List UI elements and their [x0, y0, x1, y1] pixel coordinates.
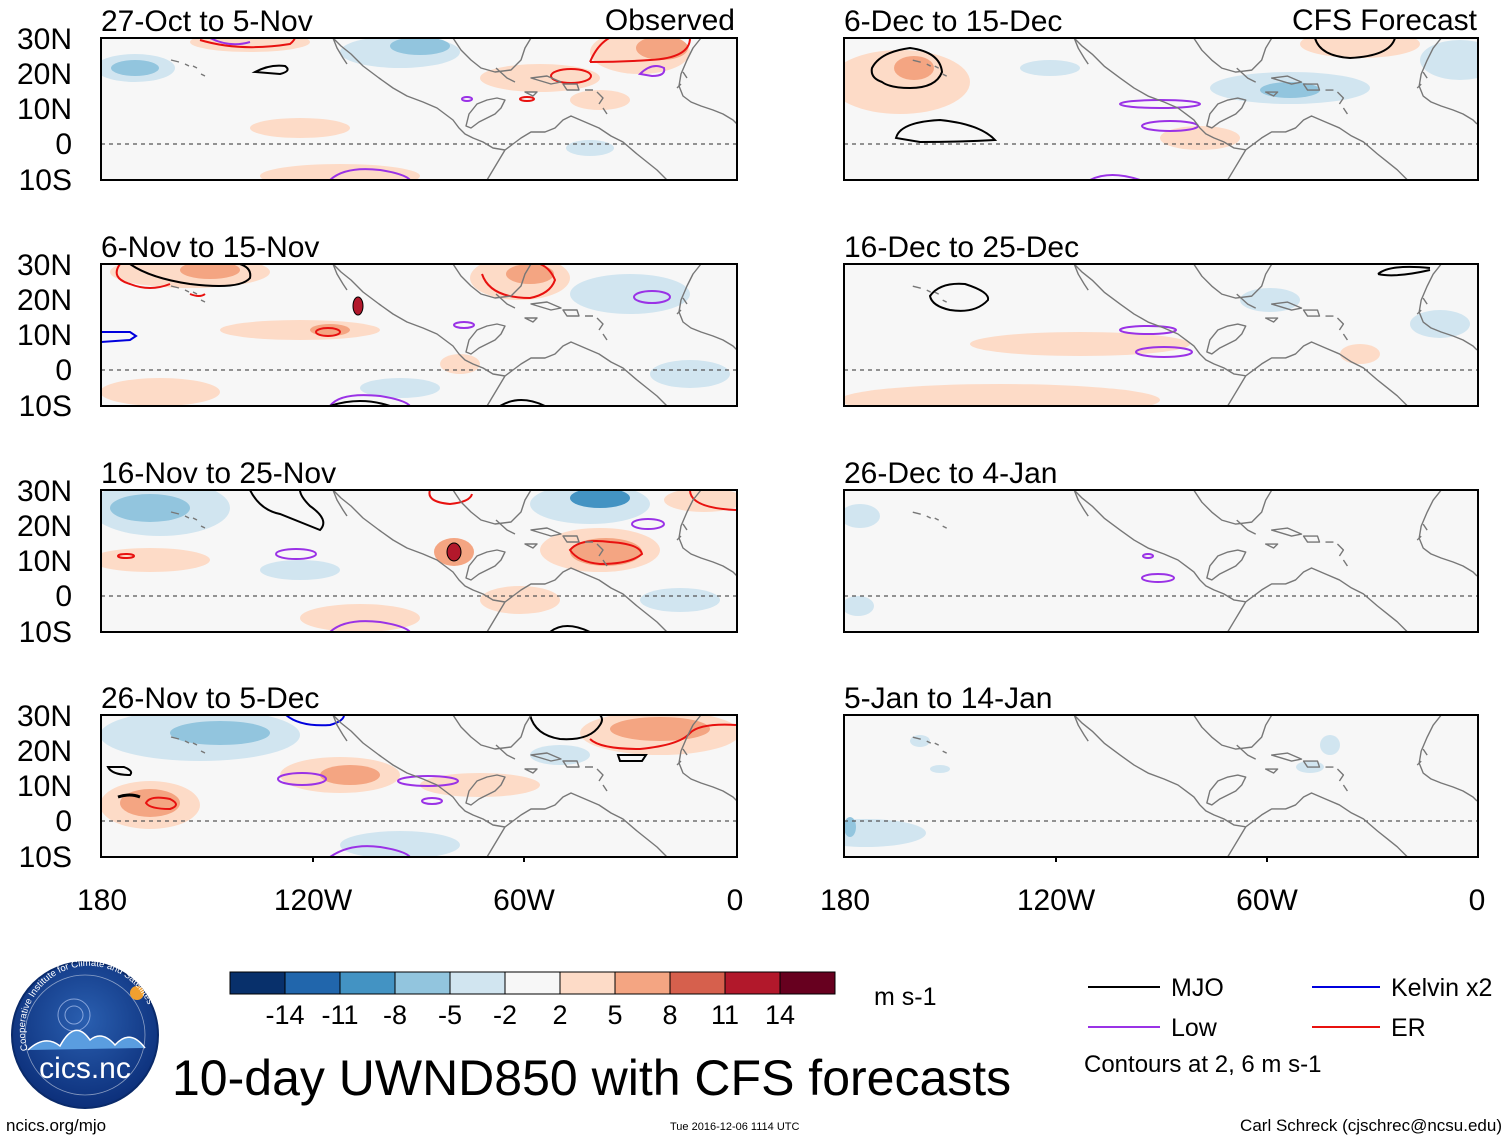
lat-label: 10N: [17, 93, 72, 126]
colorbar-swatch: [669, 971, 726, 995]
legend-label-mjo: MJO: [1171, 974, 1224, 1002]
lon-label: 120W: [1017, 884, 1096, 917]
observed-panel-2: 6-Nov to 15-Nov: [100, 231, 738, 407]
lon-label: 120W: [274, 884, 353, 917]
lon-label: 60W: [1236, 884, 1298, 917]
figure-title: 10-day UWND850 with CFS forecasts: [172, 1050, 1012, 1106]
colorbar-swatch: [724, 971, 781, 995]
forecast-panel-4: 5-Jan to 14-Jan: [843, 682, 1479, 858]
panel-period-label: 27-Oct to 5-Nov: [101, 5, 313, 38]
lat-label: 10N: [17, 319, 72, 352]
observed-panel-3: 16-Nov to 25-Nov: [100, 457, 738, 633]
colorbar-swatch: [504, 971, 561, 995]
lon-label: 0: [1469, 884, 1486, 917]
colorbar-units: m s-1: [874, 983, 937, 1011]
panel-period-label: 26-Dec to 4-Jan: [844, 457, 1057, 490]
colorbar-swatch: [559, 971, 616, 995]
colorbar-swatch: [614, 971, 671, 995]
colorbar-tick: 2: [552, 1000, 567, 1030]
footer-timestamp: Tue 2016-12-06 1114 UTC: [670, 1121, 800, 1133]
colorbar-tick: -8: [383, 1000, 407, 1030]
footer-author: Carl Schreck (cjschrec@ncsu.edu): [1240, 1116, 1502, 1135]
forecast-panel-1: 6-Dec to 15-Dec: [843, 5, 1479, 181]
forecast-column-label: CFS Forecast: [1292, 4, 1478, 37]
colorbar-tick-labels: -14 -11 -8 -5 -2 2 5 8 11 14: [265, 1000, 795, 1030]
lat-label: 0: [55, 580, 72, 613]
lat-label: 20N: [17, 510, 72, 543]
colorbar-tick: -14: [265, 1000, 304, 1030]
panel-period-label: 6-Dec to 15-Dec: [844, 5, 1062, 38]
contour-legend: MJO Kelvin x2 Low ER: [1088, 974, 1492, 1042]
colorbar-tick: -5: [438, 1000, 462, 1030]
colorbar-tick: 14: [765, 1000, 795, 1030]
colorbar-tick: 5: [607, 1000, 622, 1030]
lat-label: 30N: [17, 700, 72, 733]
lon-label: 180: [820, 884, 870, 917]
panel-period-label: 16-Dec to 25-Dec: [844, 231, 1079, 264]
colorbar-swatch: [449, 971, 506, 995]
lon-label: 0: [727, 884, 744, 917]
colorbar-swatch: [394, 971, 451, 995]
panel-period-label: 5-Jan to 14-Jan: [844, 682, 1052, 715]
cics-logo: Cooperative Institute for Climate and Sa…: [11, 958, 159, 1109]
lat-label: 30N: [17, 475, 72, 508]
colorbar-tick: -2: [493, 1000, 517, 1030]
panel-period-label: 16-Nov to 25-Nov: [101, 457, 336, 490]
lat-label: 20N: [17, 58, 72, 91]
observed-panel-1: 27-Oct to 5-Nov: [100, 5, 738, 181]
axis-ticks: [312, 857, 1268, 862]
latitude-axis-labels: 30N 20N 10N 0 10S 30N 20N 10N 0 10S 30N …: [17, 23, 72, 874]
observed-column-label: Observed: [605, 4, 735, 37]
lat-label: 0: [55, 128, 72, 161]
colorbar: [229, 971, 836, 995]
legend-label-kelvin: Kelvin x2: [1391, 974, 1492, 1002]
lat-label: 10N: [17, 770, 72, 803]
lon-label: 60W: [493, 884, 555, 917]
lat-label: 30N: [17, 249, 72, 282]
colorbar-swatch: [284, 971, 341, 995]
lat-label: 10S: [19, 841, 72, 874]
colorbar-swatch: [229, 971, 286, 995]
observed-panel-4: 26-Nov to 5-Dec: [100, 682, 738, 858]
colorbar-swatch: [779, 971, 836, 995]
forecast-panel-3: 26-Dec to 4-Jan: [843, 457, 1479, 633]
lat-label: 0: [55, 805, 72, 838]
lon-label: 180: [77, 884, 127, 917]
colorbar-tick: -11: [321, 1000, 358, 1030]
lat-label: 20N: [17, 735, 72, 768]
legend-label-low: Low: [1171, 1014, 1218, 1042]
footer-website[interactable]: ncics.org/mjo: [6, 1116, 107, 1135]
longitude-axis-labels: 180 120W 60W 0 180 120W 60W 0: [77, 884, 1485, 917]
lat-label: 10S: [19, 616, 72, 649]
contour-note: Contours at 2, 6 m s-1: [1084, 1051, 1322, 1078]
lat-label: 20N: [17, 284, 72, 317]
lat-label: 30N: [17, 23, 72, 56]
legend-label-er: ER: [1391, 1014, 1426, 1042]
panel-period-label: 6-Nov to 15-Nov: [101, 231, 319, 264]
panel-period-label: 26-Nov to 5-Dec: [101, 682, 319, 715]
forecast-panel-2: 16-Dec to 25-Dec: [843, 231, 1479, 407]
colorbar-tick: 11: [711, 1000, 739, 1030]
lat-label: 10S: [19, 164, 72, 197]
colorbar-swatch: [339, 971, 396, 995]
lat-label: 10N: [17, 545, 72, 578]
lat-label: 0: [55, 354, 72, 387]
colorbar-tick: 8: [662, 1000, 677, 1030]
logo-text: cics.nc: [39, 1052, 131, 1085]
lat-label: 10S: [19, 390, 72, 423]
